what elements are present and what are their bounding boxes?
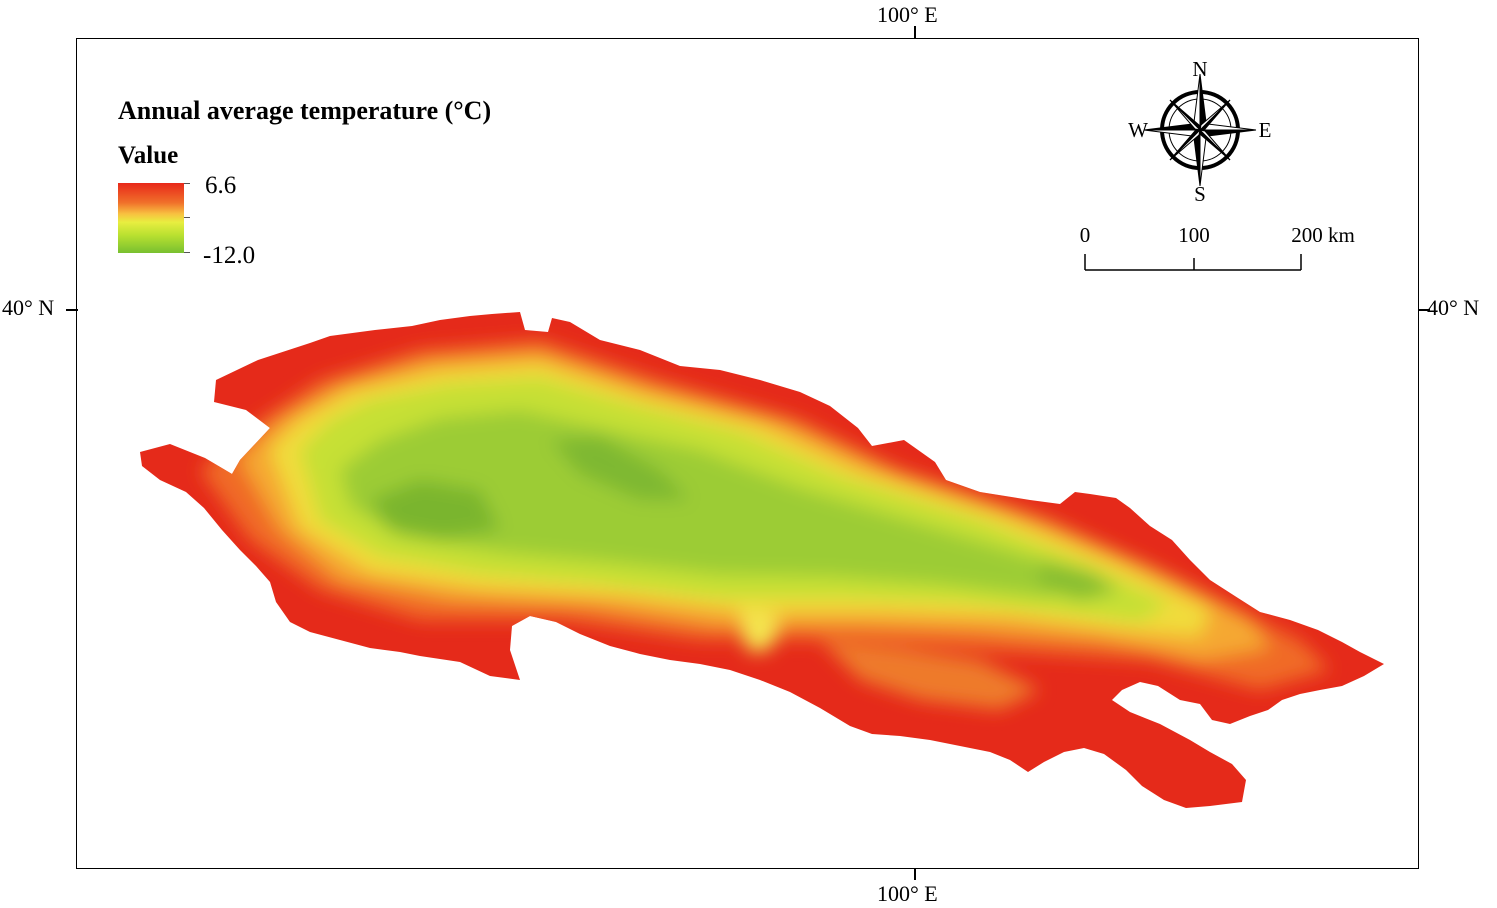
scale-bar: 0 100 200 km <box>1080 223 1355 271</box>
scale-label-0: 0 <box>1080 223 1091 247</box>
left-latitude-label: 40° N <box>2 295 55 320</box>
compass-w-label: W <box>1128 118 1148 142</box>
compass-s-label: S <box>1194 182 1206 206</box>
legend-subtitle: Value <box>118 142 179 169</box>
top-longitude-label: 100° E <box>877 2 938 27</box>
right-latitude-label: 40° N <box>1427 295 1480 320</box>
compass-rose-icon: N S E W <box>1128 57 1272 206</box>
bottom-longitude-label: 100° E <box>877 881 938 906</box>
top-graticule-tick <box>914 26 916 38</box>
legend-max-label: 6.6 <box>205 172 237 199</box>
legend-color-ramp <box>118 183 184 253</box>
legend-ramp-tick <box>184 217 190 218</box>
compass-e-label: E <box>1259 118 1272 142</box>
legend-ramp-tick <box>184 252 190 253</box>
left-graticule-tick <box>66 309 78 311</box>
bottom-graticule-tick <box>914 868 916 880</box>
scale-label-100: 100 <box>1178 223 1210 247</box>
scale-label-200: 200 km <box>1291 223 1355 247</box>
legend-ramp-tick <box>184 183 190 184</box>
legend-title: Annual average temperature (°C) <box>118 96 492 125</box>
compass-n-label: N <box>1192 57 1207 81</box>
legend-min-label: -12.0 <box>203 242 256 269</box>
right-graticule-tick <box>1418 309 1430 311</box>
